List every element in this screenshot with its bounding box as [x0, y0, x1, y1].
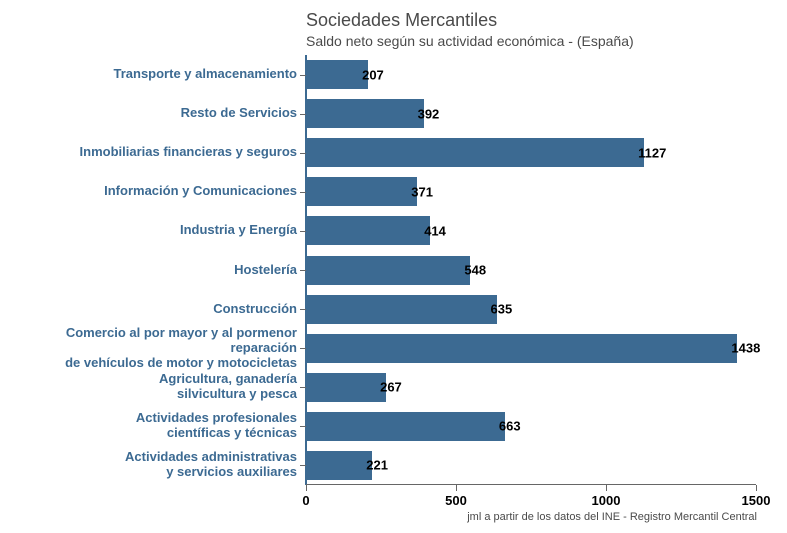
category-tick: [300, 270, 306, 271]
bar-value-label: 548: [464, 263, 486, 278]
chart-title: Sociedades Mercantiles: [306, 10, 497, 31]
chart-container: Sociedades Mercantiles Saldo neto según …: [0, 0, 787, 533]
category-tick: [300, 465, 306, 466]
bar-row: 663: [306, 412, 756, 441]
category-tick: [300, 114, 306, 115]
category-tick: [300, 348, 306, 349]
category-label: Industria y Energía: [180, 223, 297, 238]
plot-area: 20739211273714145486351438267663221 0500…: [306, 55, 756, 485]
bar-row: 207: [306, 60, 756, 89]
category-label: Información y Comunicaciones: [104, 184, 297, 199]
bar: [306, 99, 424, 128]
bar-row: 635: [306, 295, 756, 324]
bar: [306, 451, 372, 480]
category-tick: [300, 309, 306, 310]
category-label: Inmobiliarias financieras y seguros: [80, 145, 297, 160]
bar: [306, 295, 497, 324]
bar-value-label: 267: [380, 380, 402, 395]
bar-row: 392: [306, 99, 756, 128]
bar: [306, 216, 430, 245]
chart-subtitle: Saldo neto según su actividad económica …: [306, 33, 634, 49]
bar-value-label: 392: [418, 106, 440, 121]
x-tick-label: 1000: [592, 493, 621, 508]
bar-row: 414: [306, 216, 756, 245]
category-tick: [300, 426, 306, 427]
bar: [306, 256, 470, 285]
x-tick: [456, 485, 457, 491]
x-tick: [606, 485, 607, 491]
category-label: Construcción: [213, 302, 297, 317]
category-label: Hostelería: [234, 263, 297, 278]
bar: [306, 373, 386, 402]
category-label: Transporte y almacenamiento: [113, 67, 297, 82]
category-label: Comercio al por mayor y al pormenor repa…: [65, 326, 297, 371]
bar-value-label: 1438: [731, 341, 760, 356]
category-tick: [300, 153, 306, 154]
bar: [306, 138, 644, 167]
x-tick-label: 0: [302, 493, 309, 508]
x-tick-label: 500: [445, 493, 467, 508]
category-label: Agricultura, ganadería silvicultura y pe…: [159, 372, 297, 402]
category-tick: [300, 75, 306, 76]
bar-row: 221: [306, 451, 756, 480]
bar: [306, 334, 737, 363]
bar-row: 1127: [306, 138, 756, 167]
category-label: Actividades administrativas y servicios …: [125, 450, 297, 480]
bar-row: 1438: [306, 334, 756, 363]
category-label: Resto de Servicios: [181, 106, 297, 121]
x-tick: [756, 485, 757, 491]
x-tick-label: 1500: [742, 493, 771, 508]
bar-value-label: 414: [424, 223, 446, 238]
bar-row: 267: [306, 373, 756, 402]
bar-value-label: 1127: [638, 145, 666, 160]
category-tick: [300, 231, 306, 232]
category-tick: [300, 387, 306, 388]
bar-value-label: 635: [491, 302, 513, 317]
bar-value-label: 221: [366, 458, 388, 473]
chart-caption: jml a partir de los datos del INE - Regi…: [467, 511, 757, 523]
category-label: Actividades profesionales científicas y …: [136, 411, 297, 441]
bar: [306, 60, 368, 89]
x-tick: [306, 485, 307, 491]
bar: [306, 177, 417, 206]
bar-value-label: 207: [362, 67, 384, 82]
bar: [306, 412, 505, 441]
x-axis-line: [306, 484, 756, 485]
bar-row: 548: [306, 256, 756, 285]
bar-row: 371: [306, 177, 756, 206]
category-tick: [300, 192, 306, 193]
bar-value-label: 663: [499, 419, 521, 434]
bar-value-label: 371: [411, 184, 433, 199]
